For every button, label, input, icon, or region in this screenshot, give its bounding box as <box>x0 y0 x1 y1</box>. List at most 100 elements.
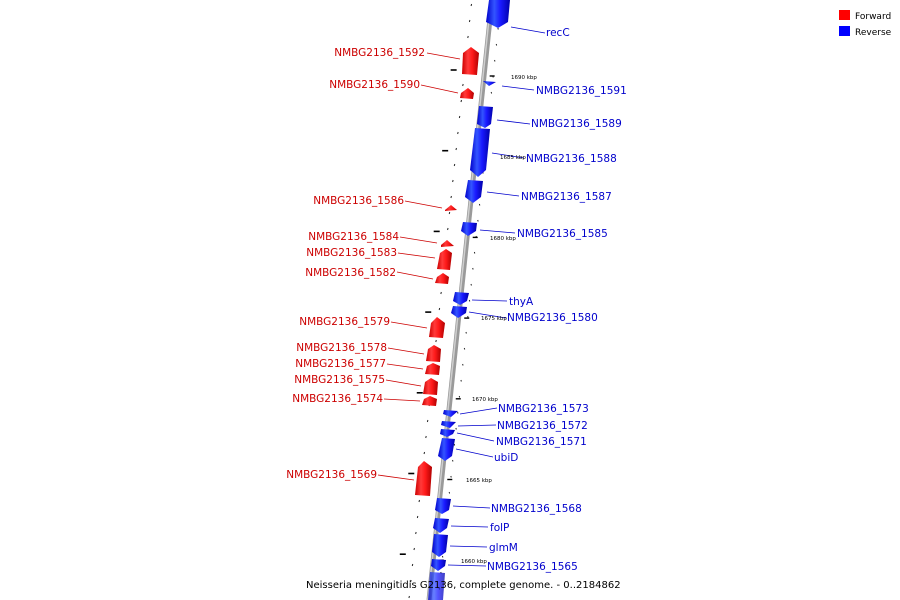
kbp-label: 1685 kbp <box>500 155 526 161</box>
gene-arrow-NMBG2136_1589[interactable] <box>477 106 493 128</box>
gene-arrow-NMBG2136_1588[interactable] <box>470 128 490 177</box>
gene-label-NMBG2136_1584[interactable]: NMBG2136_1584 <box>308 231 399 243</box>
forward-gene-labels: NMBG2136_1592 NMBG2136_1590 NMBG2136_158… <box>286 47 425 481</box>
legend-forward-swatch <box>839 10 850 20</box>
axis-tick <box>467 35 469 39</box>
gene-label-NMBG2136_1575[interactable]: NMBG2136_1575 <box>294 374 385 386</box>
gene-label-NMBG2136_1568[interactable]: NMBG2136_1568 <box>491 503 582 515</box>
gene-arrow-NMBG2136_1584[interactable] <box>441 240 454 247</box>
gene-label-glmM[interactable]: glmM <box>489 542 518 554</box>
axis-tick <box>411 563 414 567</box>
gene-label-thyA[interactable]: thyA <box>509 296 534 308</box>
gene-label-NMBG2136_1571[interactable]: NMBG2136_1571 <box>496 436 587 448</box>
gene-arrow-NMBG2136_1572[interactable] <box>441 421 456 428</box>
axis-tick <box>410 579 412 583</box>
reverse-gene-labels: recC NMBG2136_1591 NMBG2136_1589 NMBG213… <box>487 27 627 573</box>
axis-tick <box>462 83 464 87</box>
gene-label-NMBG2136_1582[interactable]: NMBG2136_1582 <box>305 267 396 279</box>
axis-tick <box>448 211 451 215</box>
kbp-label: 1670 kbp <box>472 397 498 403</box>
gene-arrow-NMBG2136_1580[interactable] <box>451 306 467 318</box>
gene-arrow-NMBG2136_1590[interactable] <box>460 88 474 99</box>
gene-label-NMBG2136_1592[interactable]: NMBG2136_1592 <box>334 47 425 59</box>
gene-arrow-ubiD[interactable] <box>438 438 455 461</box>
axis-tick <box>450 195 452 199</box>
gene-label-NMBG2136_1583[interactable]: NMBG2136_1583 <box>306 247 397 259</box>
kbp-label: 1675 kbp <box>481 316 507 322</box>
gene-arrow-glmM[interactable] <box>432 534 448 557</box>
gene-arrow-NMBG2136_1592[interactable] <box>462 47 479 75</box>
axis-tick <box>435 339 437 343</box>
gene-arrow-NMBG2136_1565[interactable] <box>431 559 446 571</box>
label-leader-lines <box>377 26 546 567</box>
axis-tick <box>447 227 449 231</box>
kbp-label: 1660 kbp <box>461 559 487 565</box>
gene-label-NMBG2136_1588[interactable]: NMBG2136_1588 <box>526 153 617 165</box>
gene-arrow-NMBG2136_1585[interactable] <box>461 222 477 236</box>
gene-arrow-partial <box>428 572 445 600</box>
axis-tick <box>418 499 420 503</box>
gene-label-ubiD[interactable]: ubiD <box>494 452 518 464</box>
gene-arrow-folP[interactable] <box>433 518 449 533</box>
gene-label-NMBG2136_1591[interactable]: NMBG2136_1591 <box>536 85 627 97</box>
axis-tick <box>416 515 419 519</box>
gene-arrow-NMBG2136_1591[interactable] <box>483 81 496 86</box>
gene-label-NMBG2136_1579[interactable]: NMBG2136_1579 <box>299 316 390 328</box>
axis-tick <box>453 163 456 167</box>
axis-tick <box>440 291 442 295</box>
gene-arrow-NMBG2136_1568[interactable] <box>435 498 451 514</box>
axis-tick <box>425 435 427 439</box>
axis-tick <box>408 595 410 599</box>
legend: Forward Reverse <box>839 10 892 38</box>
axis-tick <box>455 147 457 151</box>
gene-arrow-NMBG2136_1583[interactable] <box>437 249 452 270</box>
axis-kbp-labels: 1690 kbp 1685 kbp 1680 kbp 1675 kbp 1670… <box>461 75 537 565</box>
axis-tick <box>460 99 462 103</box>
gene-label-NMBG2136_1573[interactable]: NMBG2136_1573 <box>498 403 589 415</box>
axis-tick <box>470 3 473 7</box>
gene-arrow-NMBG2136_1582[interactable] <box>435 273 449 284</box>
gene-label-NMBG2136_1585[interactable]: NMBG2136_1585 <box>517 228 608 240</box>
axis-tick <box>423 451 426 455</box>
gene-label-NMBG2136_1590[interactable]: NMBG2136_1590 <box>329 79 420 91</box>
gene-arrow-NMBG2136_1569[interactable] <box>415 461 432 496</box>
axis-ticks <box>399 3 501 599</box>
gene-label-folP[interactable]: folP <box>490 522 509 534</box>
axis-tick <box>452 179 454 183</box>
gene-arrow-NMBG2136_1577[interactable] <box>425 363 440 375</box>
gene-label-NMBG2136_1589[interactable]: NMBG2136_1589 <box>531 118 622 130</box>
gene-label-NMBG2136_1580[interactable]: NMBG2136_1580 <box>507 312 598 324</box>
gene-arrow-NMBG2136_1573[interactable] <box>443 410 458 417</box>
axis-tick <box>415 531 417 535</box>
gene-features <box>415 0 510 600</box>
kbp-label: 1690 kbp <box>511 75 537 81</box>
gene-arrow-NMBG2136_1587[interactable] <box>465 180 483 203</box>
gene-label-NMBG2136_1587[interactable]: NMBG2136_1587 <box>521 191 612 203</box>
gene-label-NMBG2136_1578[interactable]: NMBG2136_1578 <box>296 342 387 354</box>
axis-tick <box>438 307 441 311</box>
gene-label-NMBG2136_1565[interactable]: NMBG2136_1565 <box>487 561 578 573</box>
kbp-label: 1680 kbp <box>490 236 516 242</box>
gene-arrow-NMBG2136_1586[interactable] <box>445 205 457 211</box>
gene-arrow-NMBG2136_1571[interactable] <box>440 429 455 437</box>
gene-arrow-thyA[interactable] <box>453 292 469 305</box>
legend-reverse-swatch <box>839 26 850 36</box>
axis-tick <box>458 115 461 119</box>
gene-arrow-NMBG2136_1574[interactable] <box>422 396 437 406</box>
gene-arrow-NMBG2136_1578[interactable] <box>426 345 441 362</box>
gene-label-NMBG2136_1569[interactable]: NMBG2136_1569 <box>286 469 377 481</box>
gene-arrow-NMBG2136_1579[interactable] <box>429 317 445 338</box>
gene-arrow-NMBG2136_1575[interactable] <box>423 378 438 395</box>
gene-arrow-recC[interactable] <box>486 0 510 28</box>
legend-forward-label: Forward <box>855 12 891 22</box>
gene-label-NMBG2136_1572[interactable]: NMBG2136_1572 <box>497 420 588 432</box>
axis-tick <box>457 131 459 135</box>
figure-caption: Neisseria meningitidis G2136, complete g… <box>306 580 621 591</box>
gene-label-NMBG2136_1586[interactable]: NMBG2136_1586 <box>313 195 404 207</box>
axis-tick <box>413 547 415 551</box>
gene-label-NMBG2136_1577[interactable]: NMBG2136_1577 <box>295 358 386 370</box>
gene-label-NMBG2136_1574[interactable]: NMBG2136_1574 <box>292 393 383 405</box>
gene-label-recC[interactable]: recC <box>546 27 570 39</box>
